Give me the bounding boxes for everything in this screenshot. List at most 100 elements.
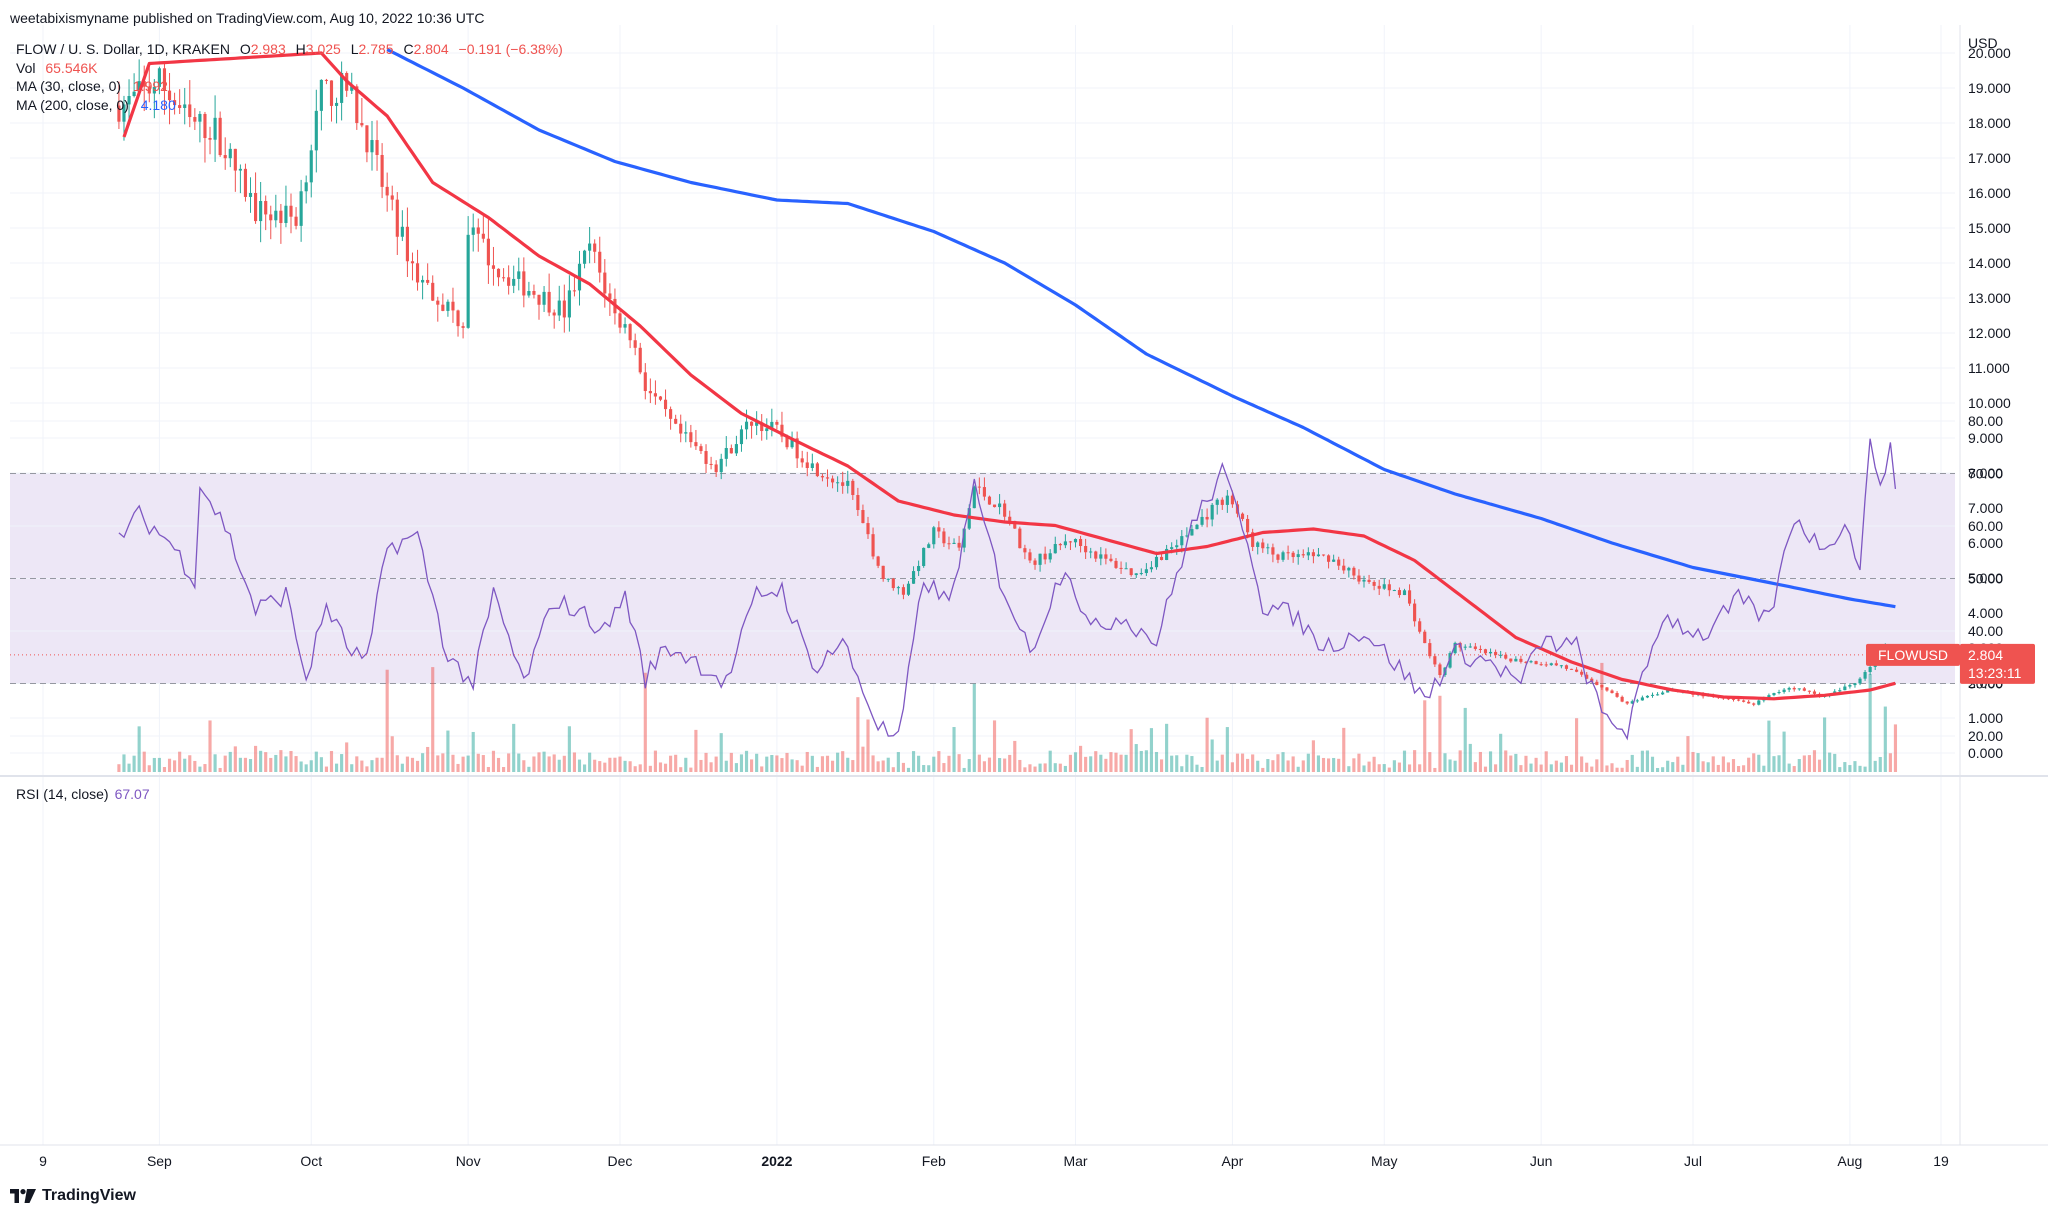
candle xyxy=(1473,646,1477,649)
volume-bar xyxy=(1676,756,1680,772)
time-tick-label: Aug xyxy=(1837,1153,1862,1169)
candle xyxy=(1569,668,1574,670)
candle xyxy=(1559,665,1563,667)
candle xyxy=(557,300,561,316)
candle xyxy=(1585,674,1589,679)
volume-bar xyxy=(623,760,627,772)
volume-bar xyxy=(739,754,744,772)
candle xyxy=(157,68,161,87)
candle xyxy=(896,587,900,589)
volume-bar xyxy=(1782,731,1786,772)
candle xyxy=(618,313,622,328)
footer-brand[interactable]: TradingView xyxy=(10,1187,136,1205)
volume-bar xyxy=(1534,757,1538,772)
volume-bar xyxy=(1524,755,1528,772)
candle xyxy=(1003,503,1007,517)
volume-bar xyxy=(901,762,905,772)
candle xyxy=(1655,694,1660,696)
volume-bar xyxy=(299,761,303,772)
candle xyxy=(1402,590,1407,596)
volume-bar xyxy=(1630,754,1634,772)
volume-bar xyxy=(613,757,617,772)
volume-bar xyxy=(957,754,961,772)
candle xyxy=(1079,538,1083,547)
volume-bar xyxy=(785,752,789,772)
volume-bar xyxy=(577,759,582,772)
time-tick-label: 2022 xyxy=(761,1153,792,1169)
candle xyxy=(623,324,627,328)
candle xyxy=(861,510,865,524)
volume-bar xyxy=(927,765,931,772)
volume-bar xyxy=(431,667,435,772)
candle xyxy=(1165,548,1169,561)
rsi-label[interactable]: RSI (14, close) xyxy=(16,786,109,802)
volume-bar xyxy=(1448,759,1452,772)
volume-bar xyxy=(486,766,490,772)
volume-bar xyxy=(415,760,420,772)
volume-bar xyxy=(446,730,450,772)
candle xyxy=(284,205,288,223)
candle xyxy=(299,191,303,226)
volume-bar xyxy=(734,763,738,772)
legend-ma30-label[interactable]: MA (30, close, 0) xyxy=(16,78,122,94)
candle xyxy=(456,310,460,327)
volume-bar xyxy=(724,760,728,772)
candle xyxy=(906,583,911,595)
volume-bar xyxy=(1549,764,1553,772)
volume-bar xyxy=(886,757,890,772)
candle xyxy=(132,91,136,96)
candle xyxy=(193,117,197,122)
volume-bar xyxy=(502,767,506,772)
candle xyxy=(264,200,268,215)
volume-bar xyxy=(1767,720,1771,772)
candle xyxy=(228,148,232,159)
volume-bar xyxy=(1119,754,1123,772)
volume-bar xyxy=(1529,763,1533,772)
candle xyxy=(992,504,997,508)
candle xyxy=(466,234,470,328)
volume-bar xyxy=(350,764,354,772)
candle xyxy=(1362,579,1366,582)
volume-bar xyxy=(127,763,131,772)
volume-bar xyxy=(491,750,496,772)
volume-bar xyxy=(309,760,313,772)
candle xyxy=(1564,665,1569,669)
legend-symbol[interactable]: FLOW / U. S. Dollar, 1D, KRAKEN xyxy=(16,41,230,57)
candle xyxy=(233,148,237,171)
volume-bar xyxy=(1605,765,1609,772)
volume-bar xyxy=(729,752,733,772)
volume-bar xyxy=(1691,751,1695,772)
volume-bar xyxy=(1762,765,1766,772)
volume-bar xyxy=(1063,765,1067,772)
candle xyxy=(1428,643,1432,657)
candle xyxy=(1099,554,1103,559)
volume-bar xyxy=(603,762,607,772)
volume-bar xyxy=(532,756,536,772)
candle xyxy=(841,482,845,486)
volume-bar xyxy=(1068,754,1073,772)
candle xyxy=(1448,653,1452,668)
candle xyxy=(1777,691,1781,694)
legend-volume-label[interactable]: Vol xyxy=(16,59,36,76)
candle xyxy=(917,565,921,572)
volume-bar xyxy=(1701,761,1705,772)
volume-bar xyxy=(1681,764,1685,772)
volume-bar xyxy=(1276,754,1280,772)
candle xyxy=(542,291,546,305)
volume-bar xyxy=(1726,762,1730,772)
time-tick-label: 19 xyxy=(1933,1153,1949,1169)
candle xyxy=(866,523,870,535)
candle xyxy=(360,123,364,126)
volume-bar xyxy=(775,755,779,772)
candle xyxy=(451,301,455,311)
price-tag-countdown: 13:23:11 xyxy=(1968,665,2022,681)
volume-bar xyxy=(1114,752,1118,772)
candle xyxy=(1377,585,1381,589)
price-tick-label: 6.000 xyxy=(1968,535,2003,551)
volume-bar xyxy=(861,746,865,772)
volume-bar xyxy=(1175,755,1179,772)
legend-ma200-label[interactable]: MA (200, close, 0) xyxy=(16,96,129,113)
candle xyxy=(998,503,1002,508)
candle xyxy=(1286,552,1290,554)
